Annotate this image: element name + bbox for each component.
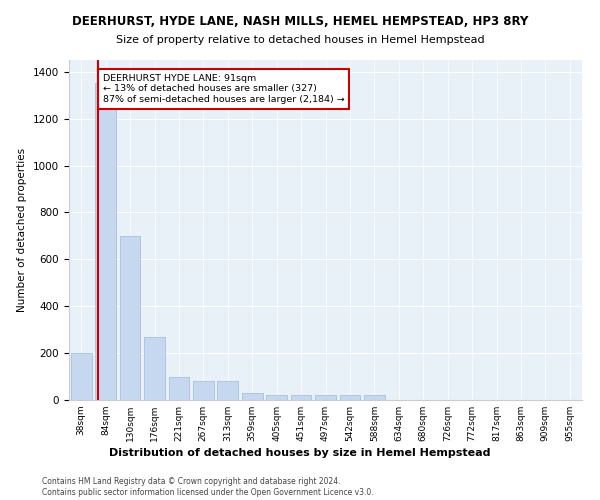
Bar [119, 236, 140, 400]
Y-axis label: Number of detached properties: Number of detached properties [17, 148, 28, 312]
Text: DEERHURST, HYDE LANE, NASH MILLS, HEMEL HEMPSTEAD, HP3 8RY: DEERHURST, HYDE LANE, NASH MILLS, HEMEL … [72, 15, 528, 28]
Bar [290, 396, 311, 400]
Text: Contains HM Land Registry data © Crown copyright and database right 2024.
Contai: Contains HM Land Registry data © Crown c… [42, 478, 374, 497]
Bar [71, 353, 92, 400]
Bar [217, 381, 238, 400]
Bar [315, 396, 336, 400]
Text: DEERHURST HYDE LANE: 91sqm
← 13% of detached houses are smaller (327)
87% of sem: DEERHURST HYDE LANE: 91sqm ← 13% of deta… [103, 74, 344, 104]
Bar [193, 381, 214, 400]
Text: Distribution of detached houses by size in Hemel Hempstead: Distribution of detached houses by size … [109, 448, 491, 458]
Bar [169, 376, 190, 400]
Bar [364, 396, 385, 400]
Bar [242, 393, 263, 400]
Bar [144, 336, 165, 400]
Bar [340, 396, 361, 400]
Bar [266, 396, 287, 400]
Bar [95, 84, 116, 400]
Text: Size of property relative to detached houses in Hemel Hempstead: Size of property relative to detached ho… [116, 35, 484, 45]
